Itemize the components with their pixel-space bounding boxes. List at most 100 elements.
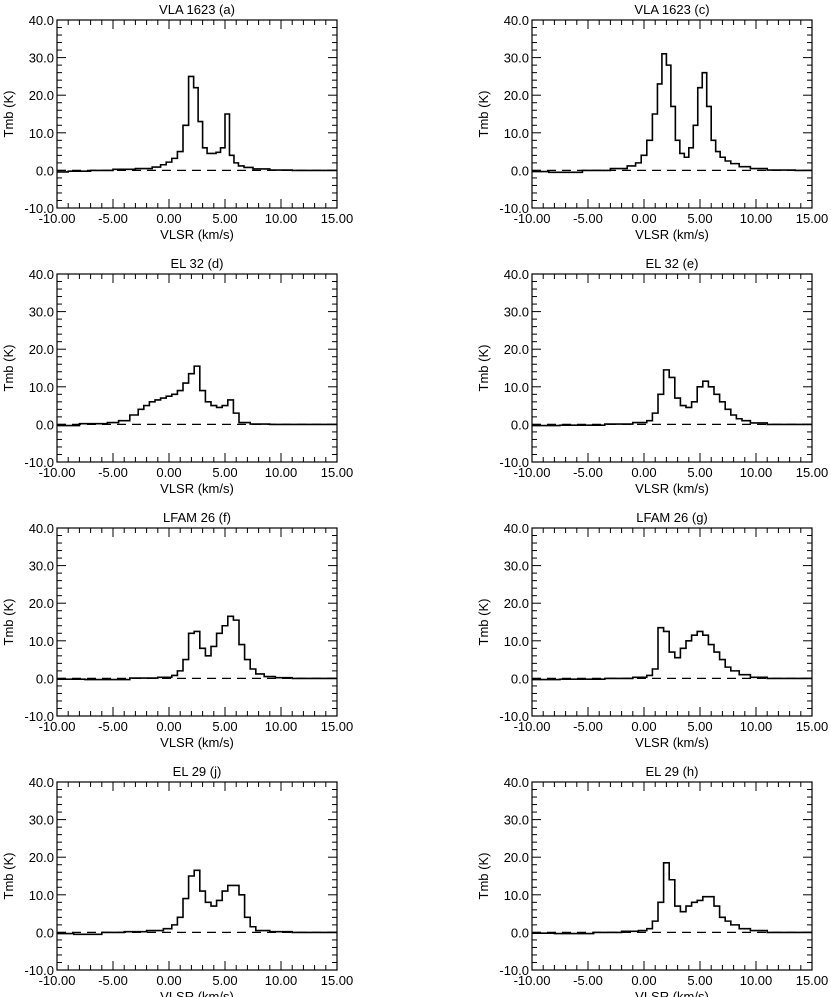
- spectrum-line: [57, 75, 337, 173]
- y-tick-label: 30.0: [504, 559, 529, 574]
- x-tick-label: -5.00: [98, 465, 128, 480]
- spectrum-panel: -10.00 -5.00 0.00 5.00 10.00 15.00 -10.0 0.0 10.…: [1, 256, 353, 496]
- x-tick-label: -5.00: [98, 719, 128, 734]
- spectrum-line: [57, 869, 337, 936]
- y-tick-label: 40.0: [504, 13, 529, 28]
- y-tick-label: 20.0: [504, 342, 529, 357]
- x-axis-label: VLSR (km/s): [635, 989, 709, 997]
- y-tick-label: 30.0: [29, 305, 54, 320]
- x-tick-label: 15.00: [796, 719, 829, 734]
- x-tick-label: 0.00: [631, 719, 656, 734]
- x-tick-label: -5.00: [98, 973, 128, 988]
- x-tick-label: 15.00: [796, 973, 829, 988]
- spectrum-line: [532, 369, 812, 427]
- x-tick-label: 5.00: [687, 465, 712, 480]
- x-tick-label: 10.00: [740, 465, 773, 480]
- y-tick-label: 30.0: [29, 51, 54, 66]
- y-tick-label: 40.0: [504, 267, 529, 282]
- x-tick-label: 10.00: [265, 719, 298, 734]
- x-tick-label: -10.00: [39, 465, 76, 480]
- y-tick-label: 0.0: [36, 417, 54, 432]
- x-tick-label: 15.00: [321, 211, 354, 226]
- y-tick-label: -10.0: [499, 201, 529, 216]
- y-tick-label: 0.0: [36, 671, 54, 686]
- y-tick-label: -10.0: [24, 201, 54, 216]
- spectrum-panel: -10.00 -5.00 0.00 5.00 10.00 15.00 -10.0 0.0 10.…: [1, 2, 353, 242]
- y-tick-label: 10.0: [504, 634, 529, 649]
- x-tick-label: -10.00: [514, 211, 551, 226]
- x-tick-label: -10.00: [39, 973, 76, 988]
- x-axis-label: VLSR (km/s): [160, 735, 234, 750]
- plot-frame: [531, 273, 813, 463]
- y-tick-label: -10.0: [24, 963, 54, 978]
- panel-title: EL 32 (e): [646, 256, 699, 271]
- spectrum-line: [532, 626, 812, 681]
- x-tick-label: -10.00: [514, 465, 551, 480]
- y-tick-label: 40.0: [29, 775, 54, 790]
- y-axis-label: Tmb (K): [1, 599, 16, 646]
- spectrum-panel: -10.00 -5.00 0.00 5.00 10.00 15.00 -10.0 0.0 10.…: [476, 764, 828, 997]
- plot-frame: [531, 527, 813, 717]
- x-tick-label: -10.00: [39, 211, 76, 226]
- y-axis-label: Tmb (K): [476, 853, 491, 900]
- x-tick-label: 5.00: [212, 973, 237, 988]
- x-axis-label: VLSR (km/s): [160, 481, 234, 496]
- y-axis-label: Tmb (K): [476, 91, 491, 138]
- x-tick-label: -5.00: [98, 211, 128, 226]
- y-tick-label: -10.0: [24, 455, 54, 470]
- x-tick-label: -10.00: [514, 973, 551, 988]
- y-tick-label: -10.0: [499, 963, 529, 978]
- x-tick-label: 0.00: [631, 465, 656, 480]
- y-axis-label: Tmb (K): [476, 599, 491, 646]
- y-tick-label: 40.0: [29, 13, 54, 28]
- y-tick-label: 20.0: [29, 850, 54, 865]
- y-tick-label: 10.0: [504, 126, 529, 141]
- x-tick-label: 10.00: [740, 973, 773, 988]
- x-tick-label: 10.00: [265, 973, 298, 988]
- x-tick-label: -5.00: [573, 973, 603, 988]
- x-tick-label: 0.00: [156, 465, 181, 480]
- x-tick-label: -10.00: [514, 719, 551, 734]
- panel-title: VLA 1623 (a): [159, 2, 235, 17]
- y-tick-label: 10.0: [29, 888, 54, 903]
- x-tick-label: 0.00: [631, 211, 656, 226]
- panel-title: EL 32 (d): [171, 256, 224, 271]
- y-tick-label: 10.0: [29, 380, 54, 395]
- x-tick-label: 15.00: [321, 973, 354, 988]
- x-tick-label: 10.00: [265, 465, 298, 480]
- y-tick-label: 0.0: [36, 163, 54, 178]
- x-axis-label: VLSR (km/s): [635, 735, 709, 750]
- x-tick-label: 5.00: [687, 719, 712, 734]
- x-axis-label: VLSR (km/s): [160, 989, 234, 997]
- spectrum-line: [532, 53, 812, 174]
- y-tick-label: 40.0: [504, 521, 529, 536]
- y-axis-label: Tmb (K): [1, 345, 16, 392]
- panel-title: EL 29 (h): [646, 764, 699, 779]
- y-tick-label: 0.0: [511, 671, 529, 686]
- y-tick-label: -10.0: [24, 709, 54, 724]
- x-tick-label: 10.00: [740, 719, 773, 734]
- x-tick-label: 5.00: [687, 211, 712, 226]
- plot-frame: [56, 273, 338, 463]
- panel-title: LFAM 26 (f): [163, 510, 231, 525]
- y-tick-label: 30.0: [29, 559, 54, 574]
- x-tick-label: 15.00: [321, 719, 354, 734]
- y-axis-label: Tmb (K): [1, 853, 16, 900]
- y-tick-label: 30.0: [504, 51, 529, 66]
- x-tick-label: 15.00: [796, 465, 829, 480]
- x-axis-label: VLSR (km/s): [635, 481, 709, 496]
- x-tick-label: 5.00: [687, 973, 712, 988]
- x-tick-label: 15.00: [796, 211, 829, 226]
- x-tick-label: -5.00: [573, 465, 603, 480]
- x-tick-label: -10.00: [39, 719, 76, 734]
- spectrum-panel: -10.00 -5.00 0.00 5.00 10.00 15.00 -10.0 0.0 10.…: [1, 510, 353, 750]
- panel-title: EL 29 (j): [173, 764, 222, 779]
- spectrum-panel: -10.00 -5.00 0.00 5.00 10.00 15.00 -10.0 0.0 10.…: [476, 2, 828, 242]
- x-tick-label: -5.00: [573, 211, 603, 226]
- y-tick-label: 20.0: [29, 342, 54, 357]
- x-tick-label: 5.00: [212, 719, 237, 734]
- y-tick-label: 30.0: [29, 813, 54, 828]
- x-axis-label: VLSR (km/s): [160, 227, 234, 242]
- x-tick-label: 15.00: [321, 465, 354, 480]
